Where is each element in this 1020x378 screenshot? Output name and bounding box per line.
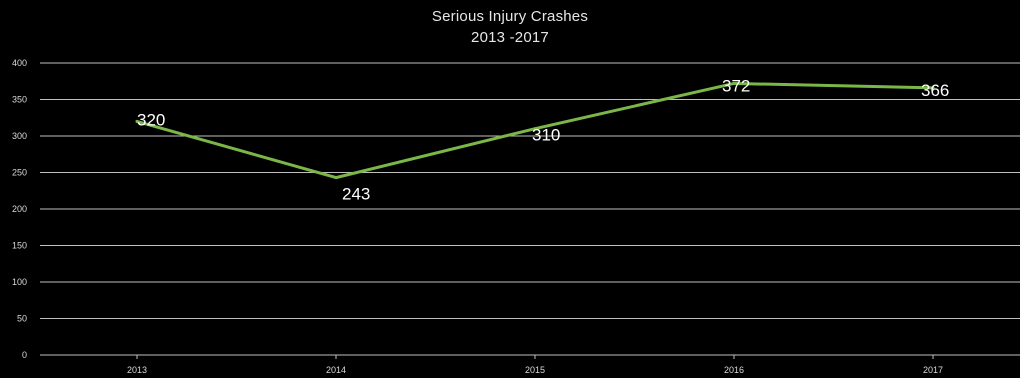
- y-tick-label: 100: [12, 277, 27, 287]
- chart-title: Serious Injury Crashes: [431, 8, 589, 25]
- series-layer: [135, 81, 935, 180]
- x-tick-label: 2017: [923, 365, 943, 375]
- data-point: [334, 176, 338, 180]
- x-tick-label: 2015: [525, 365, 545, 375]
- gridlines: [40, 62, 1020, 356]
- y-tick-label: 150: [12, 241, 27, 251]
- data-label: 243: [342, 185, 370, 204]
- x-tick-label: 2016: [724, 365, 744, 375]
- data-label: 320: [137, 110, 165, 129]
- data-point: [135, 119, 139, 123]
- data-point: [533, 127, 537, 131]
- y-tick-label: 0: [22, 350, 27, 360]
- data-label: 372: [722, 76, 750, 95]
- data-label: 366: [921, 81, 949, 100]
- y-tick-label: 200: [12, 204, 27, 214]
- y-tick-label: 300: [12, 131, 27, 141]
- y-tick-label: 50: [17, 314, 27, 324]
- y-tick-label: 400: [12, 58, 27, 68]
- x-tick-label: 2013: [127, 365, 147, 375]
- x-tick-label: 2014: [326, 365, 346, 375]
- data-label: 310: [532, 126, 560, 145]
- chart-subtitle: 2013 -2017: [471, 29, 549, 46]
- axes: 0 50 100 150 200 250 300 350 400 2013 2014 2015 2016…: [12, 58, 943, 375]
- y-tick-label: 350: [12, 95, 27, 105]
- data-point: [732, 81, 736, 85]
- y-tick-label: 250: [12, 168, 27, 178]
- data-point: [931, 86, 935, 90]
- data-labels: 320 243 310 372 366: [137, 76, 949, 203]
